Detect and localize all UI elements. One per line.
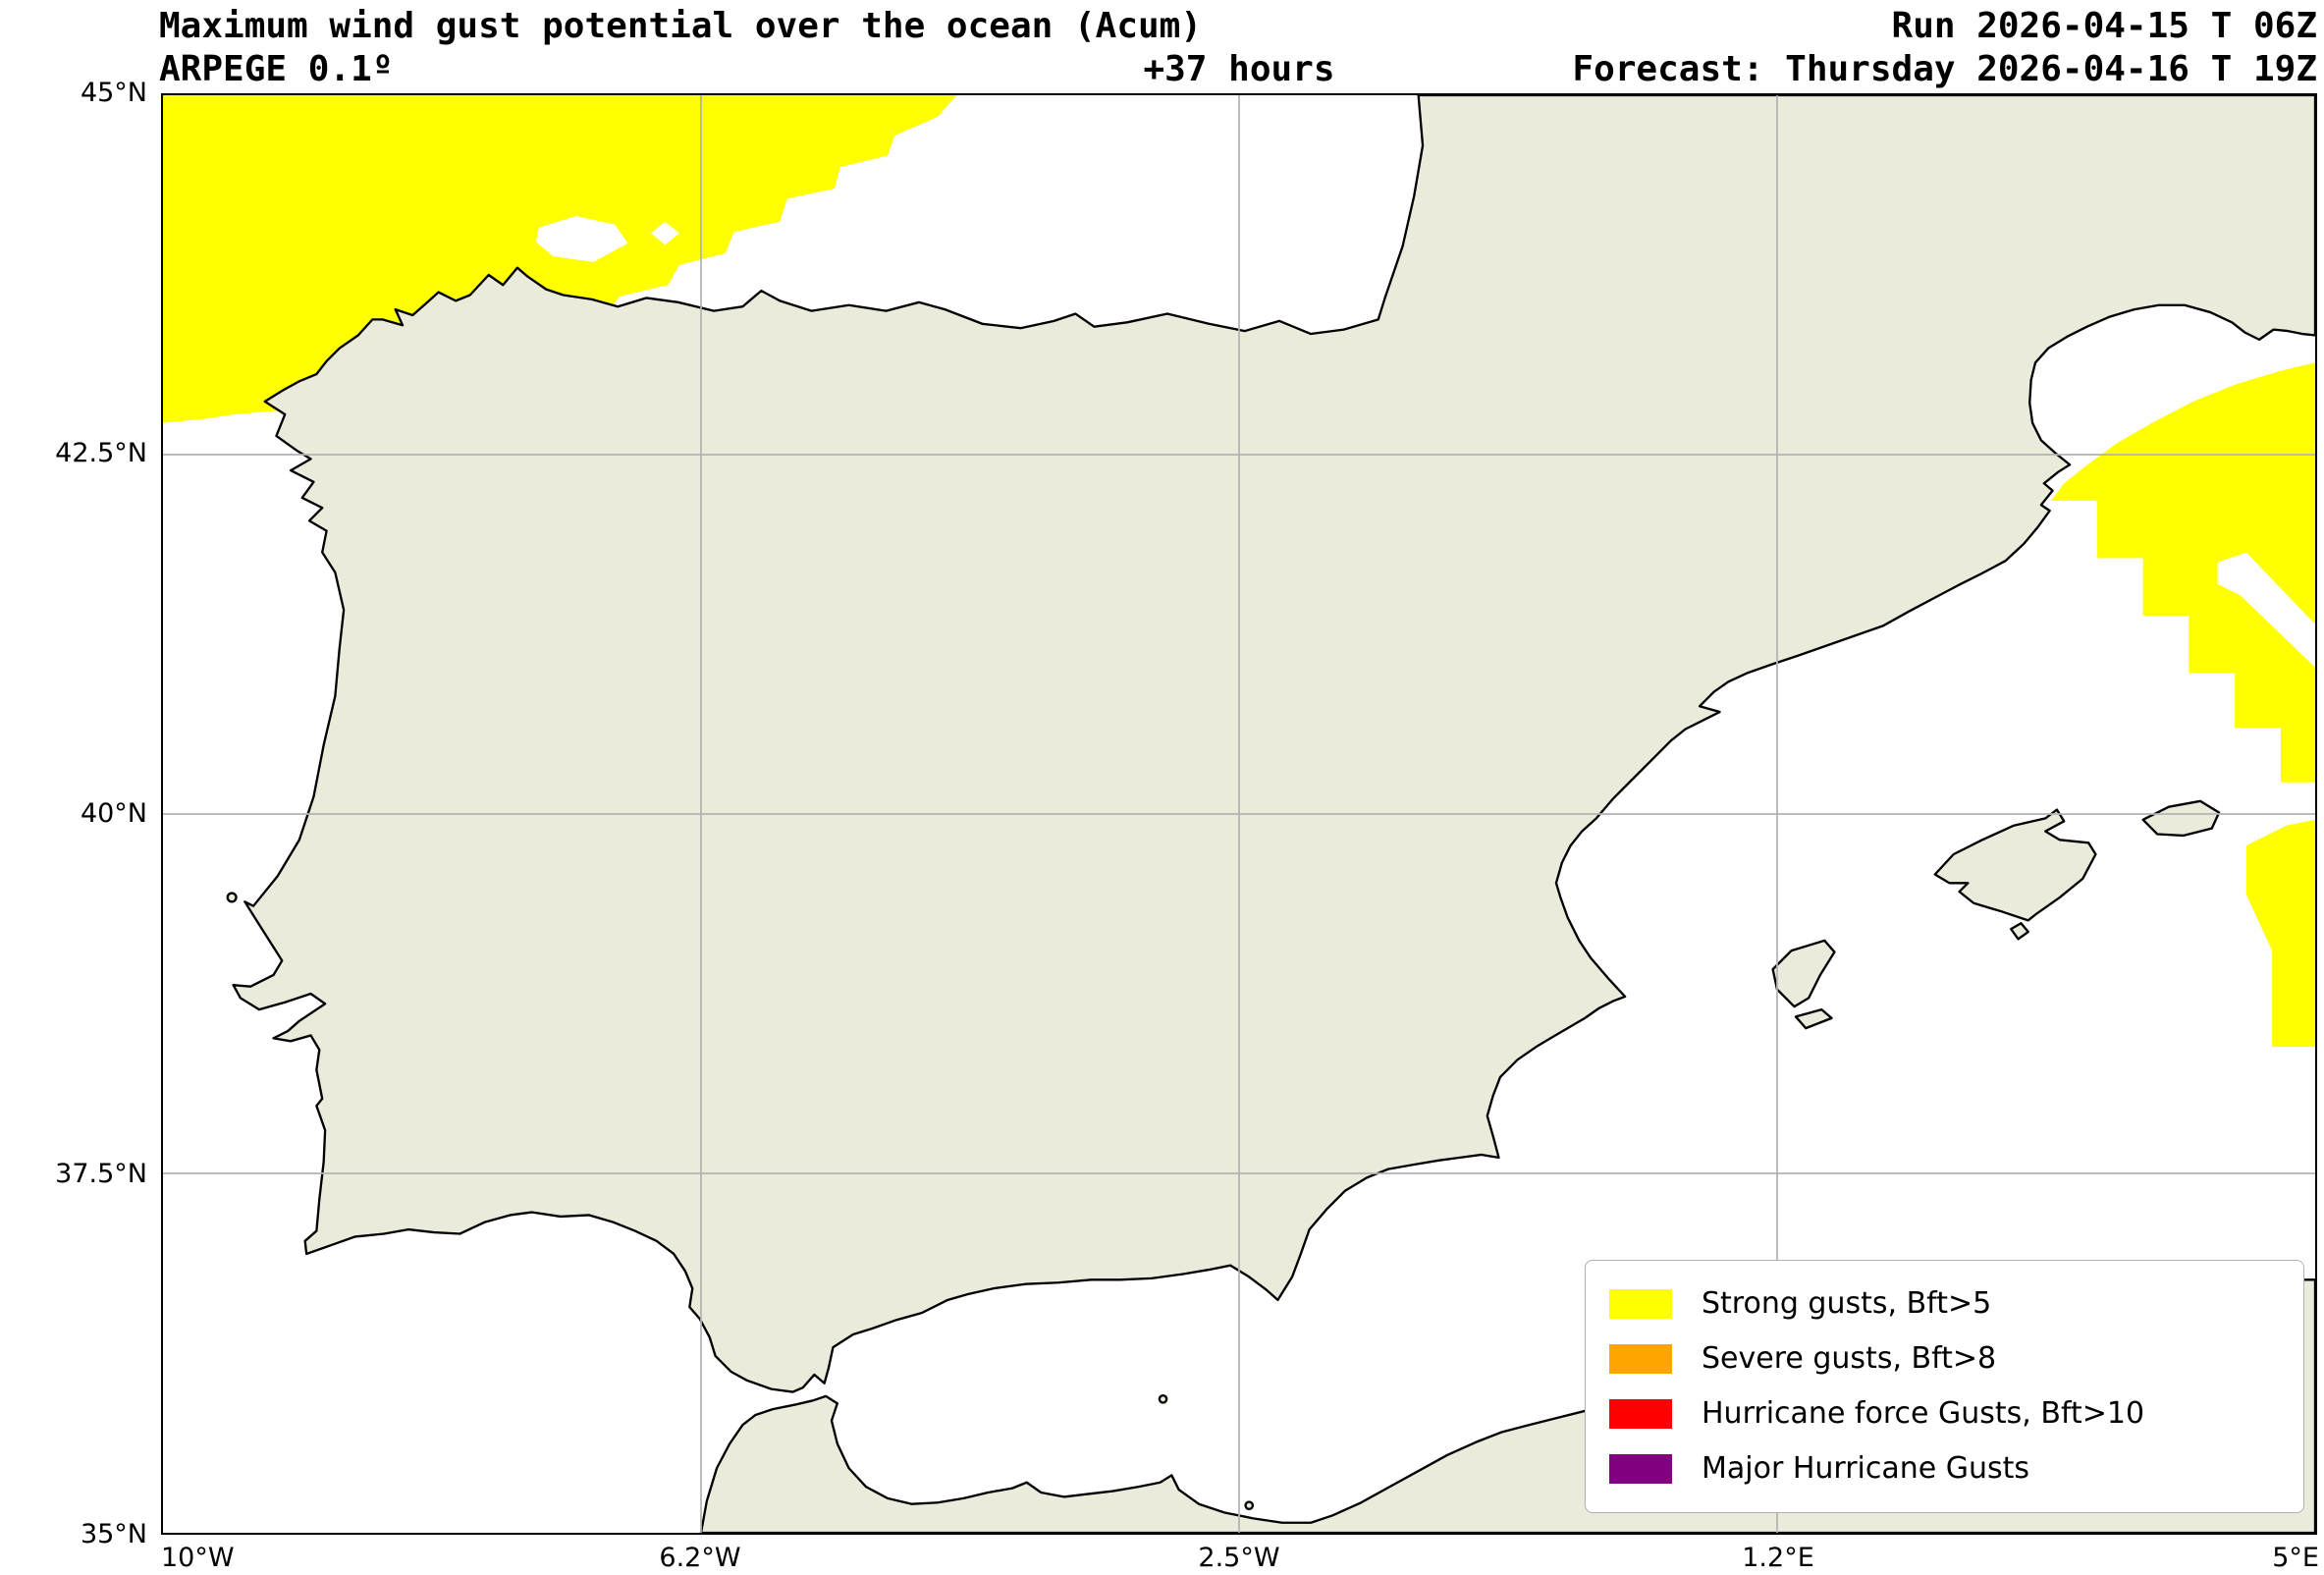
legend-swatch-major-hurricane-gusts bbox=[1609, 1454, 1672, 1484]
landmass-iberia-france bbox=[232, 95, 2315, 1393]
x-tick-6-2w: 6.2°W bbox=[659, 1543, 741, 1573]
legend-label-major-hurricane-gusts: Major Hurricane Gusts bbox=[1702, 1451, 2030, 1486]
x-tick-2-5w: 2.5°W bbox=[1198, 1543, 1280, 1573]
y-tick-45n: 45°N bbox=[80, 78, 147, 108]
islet-alboran bbox=[1158, 1394, 1168, 1404]
gust-area-mediterranean-northeast bbox=[2051, 362, 2315, 783]
gridlines bbox=[163, 95, 2315, 1533]
legend-swatch-hurricane-gusts bbox=[1609, 1399, 1672, 1429]
run-label: Run 2026-04-15 T 06Z bbox=[1891, 6, 2317, 46]
island-formentera bbox=[1794, 1007, 1833, 1030]
legend-label-strong-gusts: Strong gusts, Bft>5 bbox=[1702, 1286, 1992, 1321]
legend-swatch-severe-gusts bbox=[1609, 1344, 1672, 1374]
x-tick-1-2e: 1.2°E bbox=[1742, 1543, 1814, 1573]
y-tick-37-5n: 37.5°N bbox=[55, 1159, 147, 1189]
island-ibiza bbox=[1771, 939, 1836, 1008]
legend-item-strong-gusts: Strong gusts, Bft>5 bbox=[1609, 1276, 2280, 1331]
legend: Strong gusts, Bft>5 Severe gusts, Bft>8 … bbox=[1585, 1260, 2304, 1513]
legend-swatch-strong-gusts bbox=[1609, 1289, 1672, 1319]
legend-label-hurricane-gusts: Hurricane force Gusts, Bft>10 bbox=[1702, 1396, 2145, 1431]
map-title: Maximum wind gust potential over the oce… bbox=[159, 6, 1203, 46]
x-tick-5e: 5°E bbox=[2272, 1543, 2319, 1573]
island-cabrera bbox=[2010, 922, 2029, 941]
legend-label-severe-gusts: Severe gusts, Bft>8 bbox=[1702, 1341, 1997, 1376]
gust-area-ne-gap bbox=[2217, 552, 2315, 668]
y-tick-40n: 40°N bbox=[80, 798, 147, 829]
map-plot: Strong gusts, Bft>5 Severe gusts, Bft>8 … bbox=[161, 93, 2317, 1535]
legend-item-major-hurricane-gusts: Major Hurricane Gusts bbox=[1609, 1441, 2280, 1496]
islet-chafarinas bbox=[1244, 1500, 1255, 1511]
islet-berlengas bbox=[226, 892, 238, 903]
lead-time-label: +37 hours bbox=[1143, 49, 1335, 89]
island-menorca bbox=[2141, 799, 2221, 838]
gust-area-nw-notch bbox=[650, 221, 680, 245]
island-mallorca bbox=[1933, 808, 2097, 922]
x-tick-10w: 10°W bbox=[161, 1543, 235, 1573]
gust-area-nw-hole bbox=[535, 215, 628, 262]
model-label: ARPEGE 0.1º bbox=[159, 49, 394, 89]
y-tick-35n: 35°N bbox=[80, 1519, 147, 1549]
gust-area-mediterranean-east-strip bbox=[2245, 819, 2315, 1048]
y-tick-42-5n: 42.5°N bbox=[55, 438, 147, 468]
forecast-label: Forecast: Thursday 2026-04-16 T 19Z bbox=[1572, 49, 2317, 89]
legend-item-severe-gusts: Severe gusts, Bft>8 bbox=[1609, 1331, 2280, 1386]
legend-item-hurricane-gusts: Hurricane force Gusts, Bft>10 bbox=[1609, 1386, 2280, 1441]
